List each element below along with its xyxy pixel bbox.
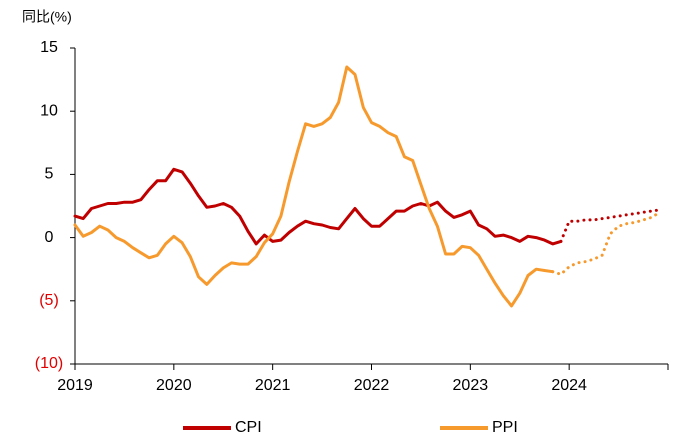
x-tick-label: 2021 (255, 377, 291, 394)
y-tick-label: 0 (45, 229, 54, 246)
series-line (73, 167, 563, 246)
x-tick-label: 2022 (354, 377, 390, 394)
series-line (73, 65, 555, 308)
x-tick-label: 2020 (156, 377, 192, 394)
y-tick-label: (5) (39, 292, 59, 309)
y-tick-label: 15 (40, 39, 58, 56)
forecast-line (559, 208, 662, 243)
x-tick-label: 2019 (57, 377, 93, 394)
forecast-line (551, 210, 662, 276)
y-tick-label: (10) (35, 355, 63, 372)
legend-label: CPI (235, 419, 262, 436)
y-tick-label: 5 (45, 166, 54, 183)
x-tick-label: 2024 (551, 377, 587, 394)
y-axis-label: 同比(%) (22, 9, 72, 25)
legend-label: PPI (492, 419, 518, 436)
x-tick-label: 2023 (453, 377, 489, 394)
y-tick-label: 10 (40, 102, 58, 119)
